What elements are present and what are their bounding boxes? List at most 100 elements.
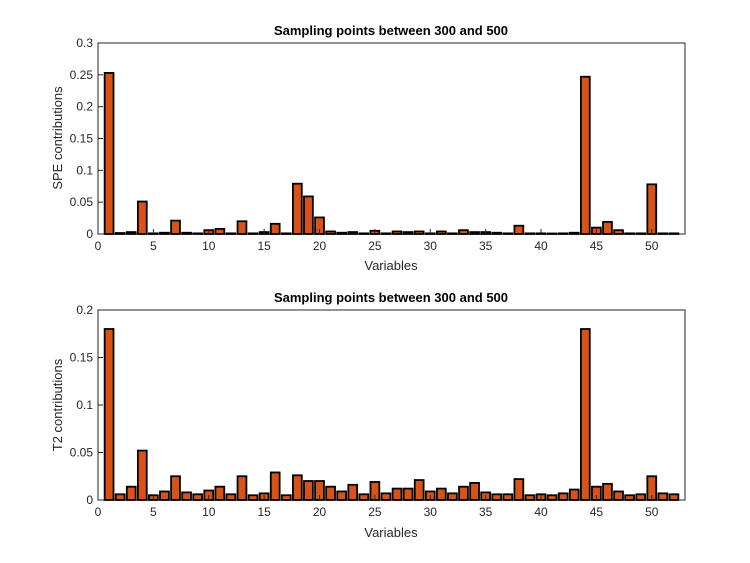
- t2-bar-8: [181, 491, 192, 501]
- spe-bar-26: [380, 232, 392, 235]
- spe-bar-38: [513, 224, 525, 235]
- spe-y-tick-label: 0.1: [76, 163, 93, 177]
- spe-bars: [103, 72, 680, 235]
- t2-bar-6: [159, 490, 170, 501]
- spe-x-tick-label: 30: [424, 239, 438, 253]
- spe-y-axis-label: SPE contributions: [50, 86, 65, 190]
- spe-bar-42: [557, 232, 569, 235]
- spe-bar-18: [292, 182, 303, 235]
- t2-bar-28: [402, 487, 414, 501]
- t2-bar-3: [125, 485, 137, 501]
- spe-y-tick-label: 0.2: [76, 100, 93, 114]
- t2-bar-12: [225, 493, 237, 501]
- t2-x-axis-label: Variables: [364, 525, 418, 540]
- spe-bar-43: [568, 231, 580, 235]
- t2-y-axis-label: T2 contributions: [50, 358, 65, 451]
- spe-y-tick-label: 0.25: [70, 68, 94, 82]
- spe-bar-28: [402, 231, 414, 235]
- t2-bar-2: [114, 493, 126, 501]
- spe-x-tick-label: 20: [313, 239, 327, 253]
- spe-x-tick-label: 0: [95, 239, 102, 253]
- spe-bar-21: [325, 230, 336, 235]
- spe-bar-13: [236, 220, 248, 235]
- t2-bar-41: [546, 494, 558, 501]
- spe-x-tick-label: 5: [150, 239, 157, 253]
- t2-bar-39: [524, 494, 536, 501]
- spe-bar-36: [491, 231, 503, 235]
- t2-bar-32: [447, 492, 458, 501]
- spe-bar-44: [579, 75, 591, 235]
- spe-bar-24: [358, 232, 370, 235]
- spe-y-tick-label: 0.05: [70, 195, 94, 209]
- t2-bar-9: [192, 493, 204, 501]
- t2-bar-1: [103, 328, 115, 501]
- t2-x-tick-label: 40: [534, 505, 548, 519]
- spe-bar-51: [657, 232, 669, 235]
- spe-bar-23: [347, 231, 359, 235]
- spe-x-tick-label: 10: [202, 239, 216, 253]
- t2-bar-51: [657, 492, 669, 501]
- t2-bar-38: [513, 478, 525, 501]
- t2-x-ticks: 0 5 10 15 20 25 30 35 40 45 50: [95, 495, 659, 519]
- t2-x-tick-label: 35: [479, 505, 493, 519]
- spe-bar-7: [170, 219, 181, 235]
- spe-bar-29: [413, 230, 425, 235]
- t2-bar-43: [568, 488, 580, 501]
- spe-bar-17: [280, 232, 292, 235]
- t2-x-tick-label: 0: [95, 505, 102, 519]
- t2-x-tick-label: 50: [645, 505, 659, 519]
- t2-bar-34: [469, 481, 480, 501]
- spe-bar-27: [391, 230, 403, 235]
- t2-bar-33: [458, 485, 469, 501]
- spe-bar-34: [469, 231, 480, 235]
- t2-bar-29: [413, 479, 425, 501]
- t2-chart-title: Sampling points between 300 and 500: [274, 290, 508, 305]
- t2-bar-14: [247, 494, 259, 501]
- spe-bar-16: [269, 222, 281, 235]
- spe-x-tick-label: 40: [534, 239, 548, 253]
- t2-bar-16: [269, 471, 281, 501]
- t2-bar-27: [391, 487, 403, 501]
- spe-bar-3: [125, 231, 137, 235]
- spe-bar-14: [247, 232, 259, 235]
- t2-x-tick-label: 30: [424, 505, 438, 519]
- t2-bar-17: [280, 494, 292, 501]
- spe-bar-52: [668, 232, 680, 235]
- t2-bar-52: [668, 493, 680, 501]
- spe-bar-47: [613, 229, 624, 235]
- t2-x-tick-label: 15: [257, 505, 271, 519]
- spe-bar-39: [524, 232, 536, 235]
- t2-bar-18: [292, 474, 303, 501]
- t2-x-tick-label: 45: [590, 505, 604, 519]
- t2-bar-26: [380, 492, 392, 501]
- spe-bar-12: [225, 232, 237, 235]
- t2-bar-23: [347, 483, 359, 501]
- t2-bar-13: [236, 475, 248, 501]
- spe-bar-2: [114, 232, 126, 235]
- spe-bar-8: [181, 231, 192, 235]
- t2-y-ticks: 0 0.05 0.1 0.15 0.2: [70, 303, 103, 507]
- t2-y-tick-label: 0.05: [70, 446, 94, 460]
- t2-bar-22: [336, 490, 347, 501]
- t2-bar-44: [579, 328, 591, 501]
- t2-y-tick-label: 0.1: [76, 398, 93, 412]
- t2-bar-4: [136, 449, 148, 501]
- spe-bar-11: [214, 228, 226, 235]
- spe-y-ticks: 0 0.05 0.1 0.15 0.2 0.25 0.3: [70, 36, 103, 241]
- spe-axes-box: [97, 42, 686, 235]
- spe-bar-37: [502, 232, 514, 235]
- t2-bar-49: [635, 493, 647, 501]
- spe-y-tick-label: 0: [86, 227, 93, 241]
- spe-bar-1: [103, 72, 115, 235]
- spe-y-tick-label: 0.15: [70, 132, 94, 146]
- t2-bar-37: [502, 493, 514, 501]
- spe-bar-50: [646, 183, 658, 235]
- t2-bar-7: [170, 475, 181, 501]
- spe-bar-49: [635, 232, 647, 235]
- t2-bar-21: [325, 485, 336, 501]
- spe-subplot: 0 5 10 15 20 25 30 35 40 45 50 0 0.05 0.1 0.15 0.2 0.25…: [50, 23, 686, 273]
- spe-x-tick-label: 35: [479, 239, 493, 253]
- t2-bar-46: [602, 482, 613, 501]
- spe-bar-46: [602, 220, 613, 235]
